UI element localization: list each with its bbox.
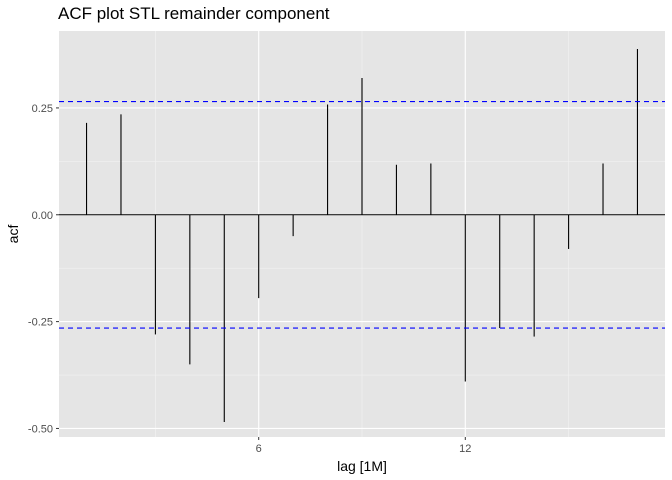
acf-bars: [85, 48, 639, 423]
x-axis-title: lag [1M]: [337, 458, 387, 474]
x-tick-label: 6: [256, 443, 262, 455]
chart-title: ACF plot STL remainder component: [58, 4, 330, 23]
y-tick-label: -0.25: [28, 317, 53, 329]
y-tick-label: -0.50: [28, 423, 53, 435]
x-axis: 6 12: [256, 437, 471, 455]
y-tick-label: 0.00: [32, 210, 53, 222]
y-tick-label: 0.25: [32, 103, 53, 115]
y-axis: -0.50 -0.25 0.00 0.25: [28, 103, 59, 435]
x-tick-label: 12: [459, 443, 471, 455]
confidence-bounds: [59, 100, 665, 329]
y-axis-title: acf: [5, 225, 21, 244]
